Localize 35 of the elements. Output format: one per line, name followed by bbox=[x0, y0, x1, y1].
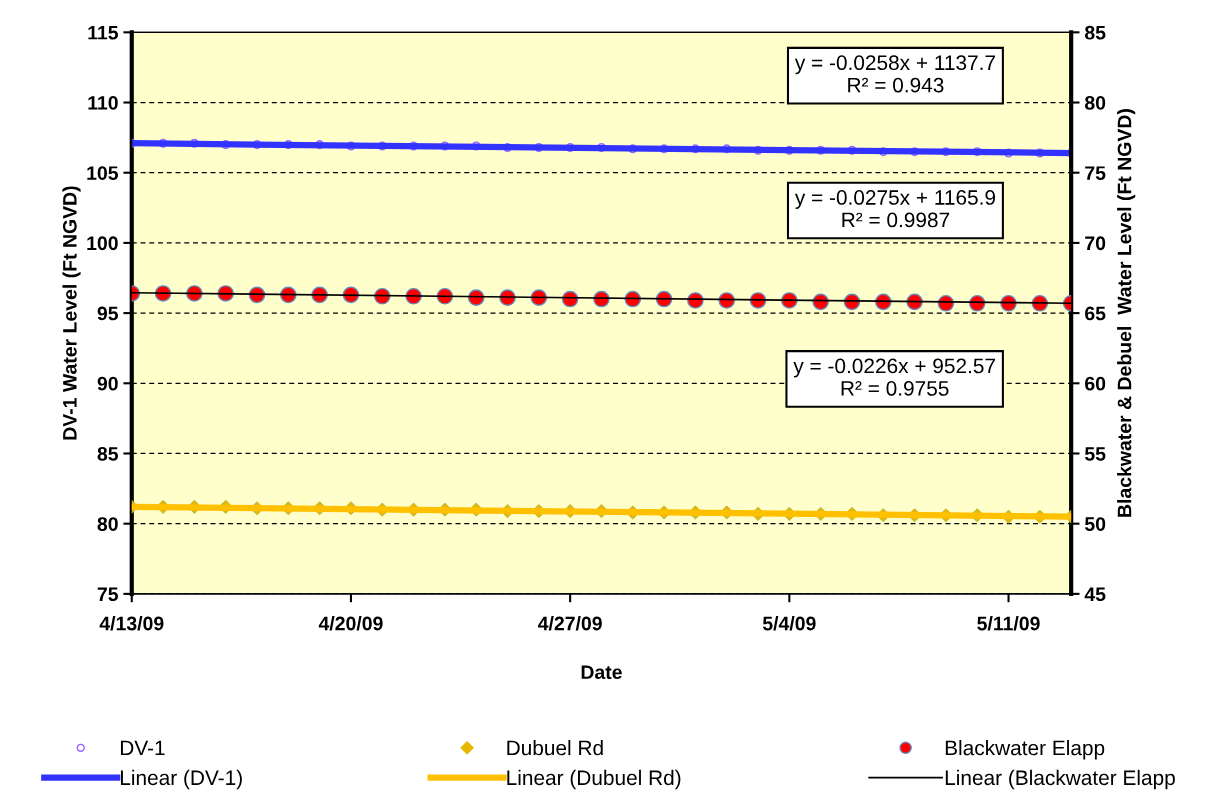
y2-tick-label: 85 bbox=[1084, 25, 1106, 40]
y2-tick-label: 75 bbox=[1085, 166, 1106, 180]
y-tick-label: 75 bbox=[97, 587, 119, 602]
y2-tick-label: 70 bbox=[1085, 236, 1106, 251]
y2-axis-title: Blackwater & Debuel Water Level (Ft NGVD) bbox=[1117, 109, 1136, 517]
y2-tick-label: 60 bbox=[1085, 376, 1106, 391]
y2-tick-label: 65 bbox=[1085, 306, 1106, 321]
y-axis-title: DV-1 Water Level (Ft NGVD) bbox=[62, 186, 81, 440]
legend-label: Linear (DV-1) bbox=[120, 769, 242, 790]
y2-tick-label: 55 bbox=[1084, 447, 1106, 461]
legend-label: Blackwater Elapp bbox=[945, 739, 1105, 760]
y2-tick-label: 80 bbox=[1084, 95, 1106, 110]
y2-tick-label: 50 bbox=[1084, 517, 1106, 531]
legend-label: Linear (Dubuel Rd) bbox=[507, 769, 681, 790]
y2-tick-label: 45 bbox=[1084, 587, 1106, 602]
legend-label: DV-1 bbox=[120, 740, 165, 756]
y-tick-label: 85 bbox=[97, 446, 119, 461]
y-tick-label: 90 bbox=[97, 376, 118, 391]
y-tick-label: 80 bbox=[97, 517, 118, 531]
annotation: y = -0.0226x + 952.57 R² = 0.9755 bbox=[793, 358, 995, 396]
annotation: y = -0.0275x + 1165.9 R² = 0.9987 bbox=[794, 190, 996, 228]
y-tick-label: 105 bbox=[87, 166, 119, 180]
legend-label: Dubuel Rd bbox=[507, 739, 603, 756]
x-tick-label: 5/11/09 bbox=[977, 616, 1040, 631]
x-tick-label: 4/13/09 bbox=[99, 616, 164, 631]
annotation: y = -0.0258x + 1137.7 R² = 0.943 bbox=[794, 55, 995, 93]
x-tick-label: 4/27/09 bbox=[538, 616, 602, 631]
y-tick-label: 110 bbox=[88, 95, 118, 110]
x-tick-label: 4/20/09 bbox=[318, 616, 383, 631]
x-axis-title: Date bbox=[581, 665, 622, 680]
y-tick-label: 95 bbox=[97, 306, 119, 321]
y-tick-label: 115 bbox=[88, 25, 119, 40]
y-tick-label: 100 bbox=[87, 236, 118, 251]
x-tick-label: 5/4/09 bbox=[762, 616, 816, 631]
legend-label: Linear (Blackwater Elapp bbox=[945, 769, 1175, 790]
